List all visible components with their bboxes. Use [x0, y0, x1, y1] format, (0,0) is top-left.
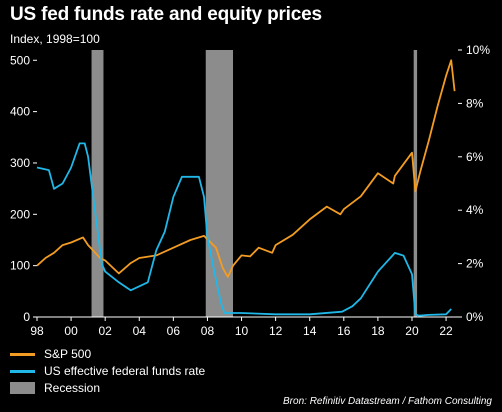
recession-band-2: [205, 50, 234, 317]
x-tick-label-08: 08: [201, 324, 215, 338]
x-tick-label-16: 16: [337, 324, 351, 338]
legend-swatch-fedfunds: [10, 370, 35, 373]
legend-label-recession: Recession: [44, 381, 101, 395]
series-line-sp500: [36, 59, 456, 278]
y-right-tick-label-2: 2%: [466, 257, 484, 271]
legend-label-fedfunds: US effective federal funds rate: [44, 364, 206, 378]
y-right-tick-label-0: 0%: [466, 310, 484, 324]
y-left-tick-label-0: 0: [23, 310, 30, 324]
y-left-tick-label-300: 300: [10, 156, 30, 170]
legend-label-sp500: S&P 500: [44, 347, 92, 361]
x-tick-label-00: 00: [64, 324, 78, 338]
x-tick-label-10: 10: [235, 324, 249, 338]
x-tick-label-20: 20: [405, 324, 419, 338]
legend-swatch-sp500: [10, 353, 35, 356]
x-tick-label-02: 02: [98, 324, 112, 338]
y-left-tick-label-400: 400: [10, 105, 30, 119]
x-tick-label-04: 04: [133, 324, 147, 338]
recession-band-1: [91, 50, 104, 317]
x-tick-label-98: 98: [30, 324, 44, 338]
legend-swatch-recession: [10, 382, 35, 394]
y-right-tick-label-10: 10%: [466, 43, 490, 57]
x-tick-label-22: 22: [439, 324, 453, 338]
y-left-tick-label-100: 100: [10, 259, 30, 273]
plot-svg: 98 00 02 04 06 08 10 12 14 16 18 20 22 0 100 200 300 400 5…: [10, 43, 490, 338]
series-line-fedfunds: [36, 142, 452, 317]
chart-subtitle: Index, 1998=100: [10, 32, 100, 46]
y-right-tick-label-8: 8%: [466, 96, 484, 110]
x-tick-label-12: 12: [269, 324, 283, 338]
y-right-tick-label-4: 4%: [466, 203, 484, 217]
x-tick-label-18: 18: [371, 324, 385, 338]
x-tick-label-14: 14: [303, 324, 317, 338]
x-tick-label-06: 06: [167, 324, 181, 338]
source-note: Bron: Refinitiv Datastream / Fathom Cons…: [283, 396, 492, 407]
y-left-tick-label-500: 500: [10, 53, 30, 67]
y-right-tick-label-6: 6%: [466, 150, 484, 164]
y-left-tick-label-200: 200: [10, 207, 30, 221]
chart-title: US fed funds rate and equity prices: [10, 4, 322, 25]
